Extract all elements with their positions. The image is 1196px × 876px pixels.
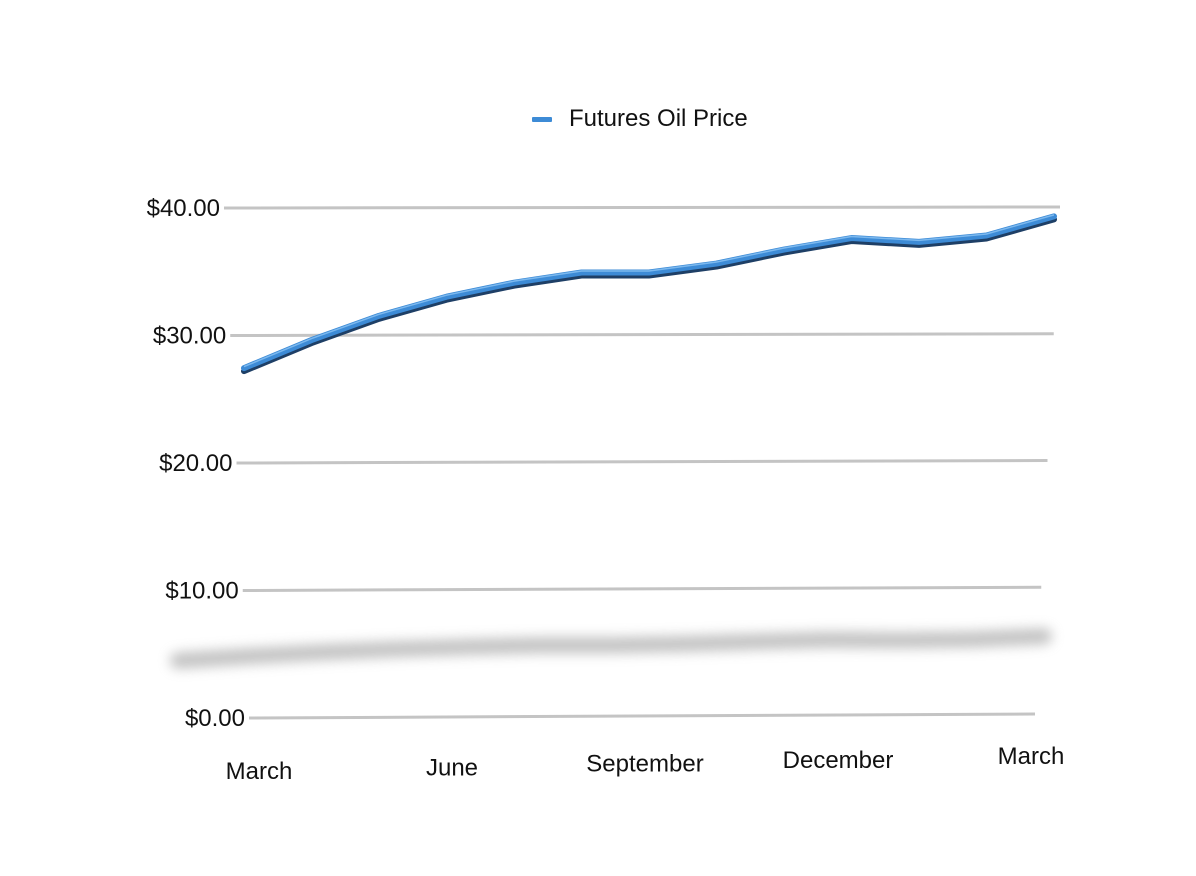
y-tick-label: $10.00	[165, 578, 238, 605]
y-tick-label: $20.00	[159, 450, 232, 477]
series-shadow	[170, 628, 1052, 669]
y-tick-label: $0.00	[185, 705, 245, 732]
x-tick-label: December	[783, 747, 894, 774]
gridline	[248, 712, 1036, 720]
series-shadow-line	[170, 628, 1052, 669]
series-line-highlight	[243, 214, 1055, 368]
y-axis-ticks: $0.00 $10.00 $20.00 $30.00 $40.00	[147, 195, 245, 732]
legend: Futures Oil Price	[532, 104, 748, 134]
y-tick-label: $30.00	[153, 323, 226, 350]
gridline	[230, 332, 1054, 337]
x-tick-label: September	[586, 751, 703, 778]
x-tick-label: March	[226, 758, 293, 785]
series-lines	[241, 213, 1057, 375]
gridlines	[223, 205, 1061, 720]
x-tick-label: March	[998, 743, 1065, 770]
legend-label-futures-oil-price: Futures Oil Price	[569, 105, 748, 132]
y-tick-label: $40.00	[147, 195, 220, 222]
x-tick-label: June	[426, 754, 478, 781]
x-axis-ticks: March June September December March	[226, 743, 1065, 785]
gridline	[242, 585, 1042, 592]
legend-swatch	[532, 116, 552, 122]
gridline	[223, 205, 1061, 210]
gridline	[236, 459, 1048, 465]
